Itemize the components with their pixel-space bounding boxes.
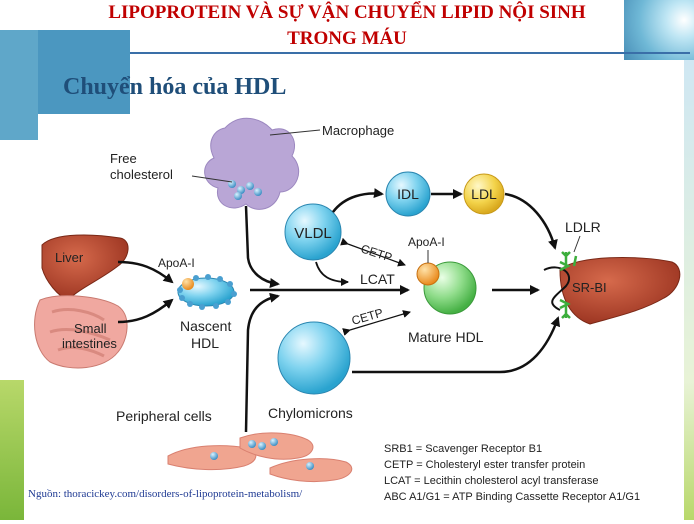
legend-item-srb1: SRB1 = Scavenger Receptor B1 bbox=[384, 443, 542, 455]
legend-item-cetp: CETP = Cholesteryl ester transfer protei… bbox=[384, 459, 585, 471]
liver-right-organ bbox=[543, 257, 681, 325]
macrophage-label: Macrophage bbox=[322, 123, 394, 138]
free-cholesterol-label-2: cholesterol bbox=[110, 167, 173, 182]
arrow-liver-to-nascent bbox=[117, 260, 174, 284]
chylomicrons-label: Chylomicrons bbox=[268, 405, 353, 421]
arrow-intestine-to-nascent bbox=[117, 298, 174, 324]
apoa1-mature-label: ApoA-I bbox=[408, 235, 445, 249]
macrophage-pointer bbox=[269, 129, 321, 136]
free-cholesterol-label-1: Free bbox=[110, 151, 137, 166]
left-green-strip bbox=[0, 380, 24, 520]
small-intestines-label-1: Small bbox=[74, 321, 107, 336]
chylomicron-particle bbox=[277, 321, 351, 395]
arrow-peripheral-up bbox=[244, 292, 280, 433]
vldl-label: VLDL bbox=[294, 225, 332, 242]
arrow-vldl-to-idl bbox=[332, 188, 384, 213]
slide-subtitle: Chuyển hóa của HDL bbox=[63, 74, 287, 100]
liver-organ bbox=[41, 234, 129, 301]
liver-label: Liver bbox=[55, 250, 84, 265]
left-accent-bar bbox=[0, 30, 38, 140]
vldl-particle bbox=[284, 203, 342, 261]
srbi-receptor-icon bbox=[559, 298, 571, 319]
right-strip bbox=[684, 60, 694, 520]
nascent-hdl bbox=[177, 274, 237, 310]
header-divider bbox=[130, 52, 690, 54]
cetp-bottom-arrow bbox=[342, 310, 411, 336]
nascent-hdl-label-2: HDL bbox=[191, 335, 219, 351]
srbi-label: SR-BI bbox=[572, 280, 607, 295]
ldlr-label: LDLR bbox=[565, 219, 601, 235]
idl-label: IDL bbox=[397, 186, 419, 202]
arrow-chylomicron-to-liver bbox=[352, 316, 561, 374]
cetp-top-arrow bbox=[340, 237, 406, 267]
title-line-1: LIPOPROTEIN VÀ SỰ VẬN CHUYỂN LIPID NỘI S… bbox=[108, 2, 586, 23]
ldlr-pointer bbox=[573, 235, 581, 253]
arrow-macrophage-down bbox=[244, 205, 280, 288]
peripheral-cells bbox=[167, 432, 353, 483]
arrow-ldl-to-liver bbox=[504, 192, 558, 250]
ldl-label: LDL bbox=[471, 186, 497, 202]
small-intestines-label-2: intestines bbox=[62, 336, 117, 351]
legend: SRB1 = Scavenger Receptor B1 CETP = Chol… bbox=[384, 443, 640, 503]
legend-item-lcat: LCAT = Lecithin cholesterol acyl transfe… bbox=[384, 475, 599, 487]
ldlr-receptor-icon bbox=[559, 251, 578, 272]
idl-particle bbox=[385, 171, 431, 217]
ldl-particle bbox=[463, 173, 505, 215]
apoa1-nascent-label: ApoA-I bbox=[158, 256, 195, 270]
peripheral-cells-label: Peripheral cells bbox=[116, 408, 212, 424]
lcat-label: LCAT bbox=[360, 271, 395, 287]
slide-title: LIPOPROTEIN VÀ SỰ VẬN CHUYỂN LIPID NỘI S… bbox=[0, 0, 694, 52]
apoa1-mature-particle bbox=[416, 262, 440, 286]
sun-decoration bbox=[624, 0, 694, 60]
source-citation: Nguồn: thoracickey.com/disorders-of-lipo… bbox=[28, 488, 303, 500]
free-cholesterol-pointer bbox=[191, 175, 233, 183]
nascent-hdl-label-1: Nascent bbox=[180, 318, 231, 334]
arrow-vldl-to-lcat bbox=[315, 261, 349, 286]
small-intestines bbox=[34, 295, 128, 369]
title-line-2: TRONG MÁU bbox=[287, 28, 407, 49]
cetp-top-label: CETP bbox=[359, 242, 394, 265]
mature-hdl-label: Mature HDL bbox=[408, 329, 484, 345]
macrophage-cell bbox=[204, 117, 300, 210]
legend-item-abc: ABC A1/G1 = ATP Binding Cassette Recepto… bbox=[384, 491, 640, 503]
